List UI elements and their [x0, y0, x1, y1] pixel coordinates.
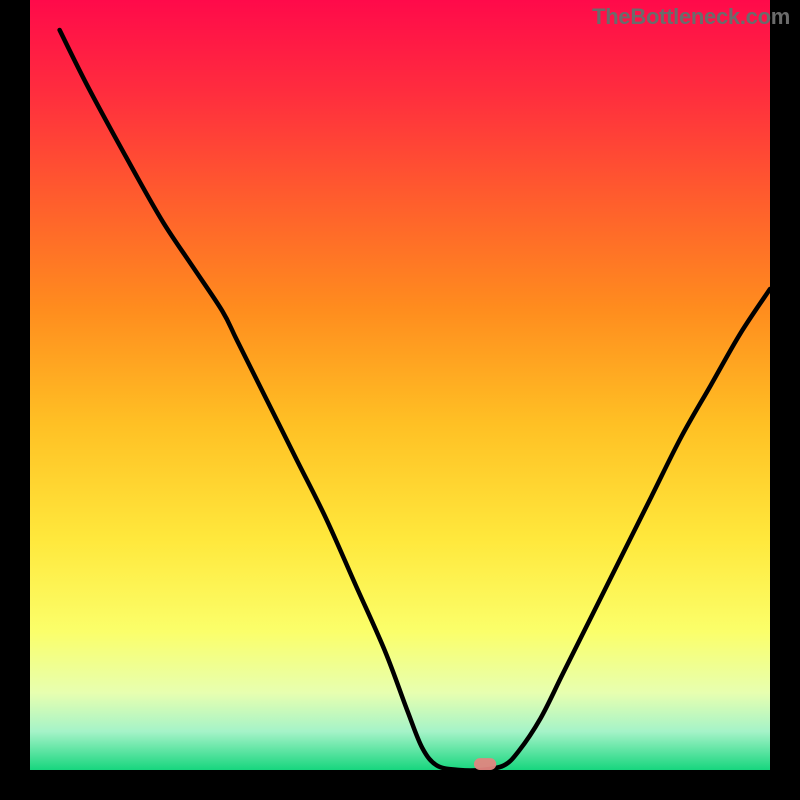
gradient-chart: [0, 0, 800, 800]
chart-background: [30, 0, 770, 770]
optimal-point-marker: [474, 758, 496, 770]
watermark-label: TheBottleneck.com: [592, 4, 790, 30]
chart-container: TheBottleneck.com: [0, 0, 800, 800]
